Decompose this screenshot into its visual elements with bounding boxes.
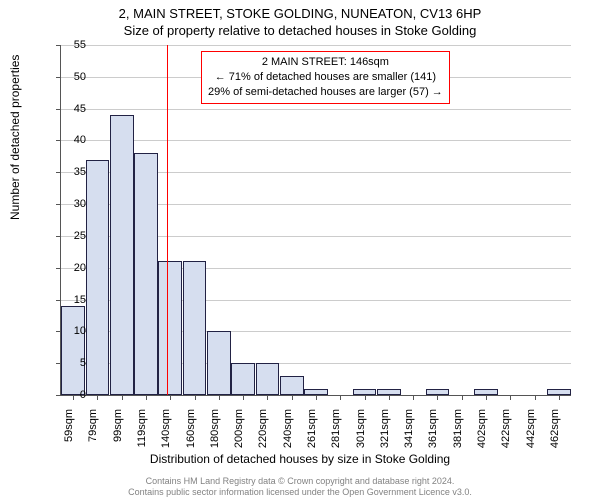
gridline <box>61 45 571 46</box>
x-axis-label: Distribution of detached houses by size … <box>0 452 600 466</box>
xtick-mark <box>365 395 366 400</box>
xtick-mark <box>535 395 536 400</box>
histogram-bar <box>280 376 304 395</box>
gridline <box>61 109 571 110</box>
xtick-mark <box>486 395 487 400</box>
xtick-mark <box>97 395 98 400</box>
annotation-box: 2 MAIN STREET: 146sqm← 71% of detached h… <box>201 51 450 104</box>
reference-line <box>167 45 168 395</box>
ytick-label: 35 <box>56 166 86 178</box>
xtick-mark <box>462 395 463 400</box>
annotation-line: 2 MAIN STREET: 146sqm <box>208 55 443 70</box>
xtick-mark <box>146 395 147 400</box>
xtick-mark <box>243 395 244 400</box>
y-axis-label: Number of detached properties <box>8 55 22 220</box>
footer-attribution: Contains HM Land Registry data © Crown c… <box>0 476 600 499</box>
chart-subtitle: Size of property relative to detached ho… <box>0 21 600 38</box>
annotation-line: 29% of semi-detached houses are larger (… <box>208 85 443 100</box>
xtick-mark <box>437 395 438 400</box>
ytick-label: 30 <box>56 198 86 210</box>
histogram-bar <box>134 153 158 395</box>
ytick-label: 50 <box>56 71 86 83</box>
ytick-label: 45 <box>56 103 86 115</box>
ytick-label: 5 <box>56 357 86 369</box>
ytick-label: 10 <box>56 325 86 337</box>
ytick-label: 55 <box>56 39 86 51</box>
chart-title: 2, MAIN STREET, STOKE GOLDING, NUNEATON,… <box>0 0 600 21</box>
annotation-line: ← 71% of detached houses are smaller (14… <box>208 70 443 85</box>
ytick-label: 15 <box>56 294 86 306</box>
histogram-bar <box>207 331 231 395</box>
xtick-mark <box>413 395 414 400</box>
histogram-bar <box>158 261 182 395</box>
xtick-mark <box>267 395 268 400</box>
xtick-mark <box>340 395 341 400</box>
chart-container: 2, MAIN STREET, STOKE GOLDING, NUNEATON,… <box>0 0 600 500</box>
xtick-mark <box>389 395 390 400</box>
xtick-mark <box>195 395 196 400</box>
plot-area: 2 MAIN STREET: 146sqm← 71% of detached h… <box>60 45 571 396</box>
histogram-bar <box>231 363 255 395</box>
ytick-label: 20 <box>56 262 86 274</box>
xtick-mark <box>170 395 171 400</box>
xtick-mark <box>122 395 123 400</box>
xtick-mark <box>510 395 511 400</box>
ytick-label: 0 <box>56 389 86 401</box>
histogram-bar <box>256 363 280 395</box>
xtick-mark <box>559 395 560 400</box>
histogram-bar <box>110 115 134 395</box>
ytick-label: 40 <box>56 134 86 146</box>
histogram-bar <box>61 306 85 395</box>
ytick-label: 25 <box>56 230 86 242</box>
xtick-mark <box>292 395 293 400</box>
histogram-bar <box>86 160 110 395</box>
xtick-mark <box>316 395 317 400</box>
gridline <box>61 140 571 141</box>
footer-line-1: Contains HM Land Registry data © Crown c… <box>0 476 600 487</box>
footer-line-2: Contains public sector information licen… <box>0 487 600 498</box>
histogram-bar <box>183 261 207 395</box>
xtick-mark <box>219 395 220 400</box>
